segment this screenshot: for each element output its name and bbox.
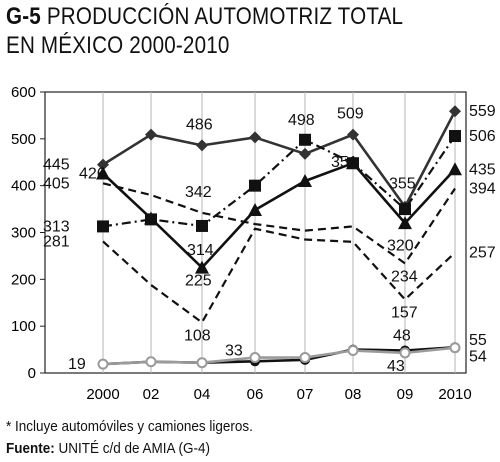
series-point [196, 357, 208, 369]
series-point [399, 347, 411, 359]
series-point [347, 128, 359, 141]
series-point [449, 342, 461, 354]
data-label: 559 [469, 103, 496, 120]
chart-code: G-5 [6, 3, 41, 30]
source-text: UNITÉ c/d de AMIA (G-4) [58, 440, 211, 457]
series-point [399, 203, 411, 216]
series-point [97, 220, 109, 233]
title-text-1: PRODUCCIÓN AUTOMOTRIZ TOTAL [46, 3, 404, 30]
data-label: 281 [43, 233, 70, 250]
data-label: 43 [387, 358, 405, 375]
x-tick-label: 06 [247, 386, 264, 403]
data-label: 54 [469, 349, 487, 366]
title-line-1: G-5 PRODUCCIÓN AUTOMOTRIZ TOTAL [6, 2, 426, 31]
data-label: 355 [389, 176, 416, 193]
series-point [249, 179, 261, 192]
series-point [144, 211, 158, 225]
x-tick-label: 2010 [438, 386, 471, 403]
data-label: 314 [187, 242, 214, 259]
x-tick-label: 08 [345, 386, 362, 403]
series-point [97, 358, 109, 370]
data-label: 313 [43, 218, 70, 235]
series-point [249, 352, 261, 364]
data-label: 426 [79, 165, 106, 182]
x-tick-label: 07 [297, 386, 314, 403]
series-line [102, 346, 456, 366]
series-point [299, 147, 311, 160]
data-label: 19 [68, 356, 86, 373]
data-label: 48 [393, 328, 411, 345]
x-tick-label: 2000 [86, 386, 119, 403]
series-point [97, 158, 109, 171]
x-tick-label: 04 [194, 386, 211, 403]
x-tick-label: 02 [143, 386, 160, 403]
data-label: 257 [469, 245, 496, 262]
series-point [196, 219, 208, 232]
series-point [298, 173, 312, 187]
y-tick-label: 0 [28, 365, 36, 382]
series-point [145, 128, 157, 141]
data-label: 157 [391, 304, 418, 321]
series-point [196, 139, 208, 152]
series-point [449, 105, 461, 118]
series-point [195, 260, 209, 274]
data-label: 351 [331, 154, 358, 171]
x-tick-label: 09 [397, 386, 414, 403]
data-label: 509 [337, 106, 364, 123]
data-label: 394 [469, 180, 496, 197]
series-point [449, 130, 461, 143]
data-label: 435 [469, 161, 496, 178]
series-point [448, 162, 462, 176]
data-label: 320 [387, 237, 414, 254]
data-label: 445 [43, 157, 70, 174]
data-label: 506 [469, 128, 496, 145]
title-line-2: EN MÉXICO 2000-2010 [6, 32, 230, 59]
source-label: Fuente: [6, 440, 55, 457]
series-point [145, 356, 157, 368]
series-line [102, 227, 456, 324]
data-label: 33 [225, 342, 243, 359]
series-point [398, 216, 412, 230]
series-point [347, 345, 359, 357]
series-point [96, 166, 110, 180]
y-tick-label: 100 [11, 318, 36, 335]
series-point [248, 203, 262, 217]
data-label: 405 [43, 175, 70, 192]
data-label: 225 [185, 273, 212, 290]
chart-title: G-5 PRODUCCIÓN AUTOMOTRIZ TOTAL EN MÉXIC… [6, 2, 426, 60]
series-line [102, 182, 456, 265]
y-tick-label: 500 [11, 131, 36, 148]
data-label: 498 [288, 112, 315, 129]
data-label: 342 [185, 184, 212, 201]
data-label: 234 [391, 268, 418, 285]
series-line [102, 135, 456, 228]
series-line [102, 110, 457, 209]
series-point [249, 131, 261, 144]
y-tick-label: 300 [11, 225, 36, 242]
series-point [299, 133, 311, 146]
y-tick-label: 400 [11, 178, 36, 195]
data-label: 55 [469, 332, 487, 349]
source-line: Fuente: UNITÉ c/d de AMIA (G-4) [6, 440, 210, 457]
series-point [346, 156, 360, 170]
y-tick-label: 600 [11, 84, 36, 101]
series-line [102, 161, 456, 269]
footnote: * Incluye automóviles y camiones ligeros… [6, 418, 253, 435]
y-tick-label: 200 [11, 271, 36, 288]
data-label: 108 [184, 327, 211, 344]
data-label: 486 [186, 116, 213, 133]
series-point [299, 352, 311, 364]
